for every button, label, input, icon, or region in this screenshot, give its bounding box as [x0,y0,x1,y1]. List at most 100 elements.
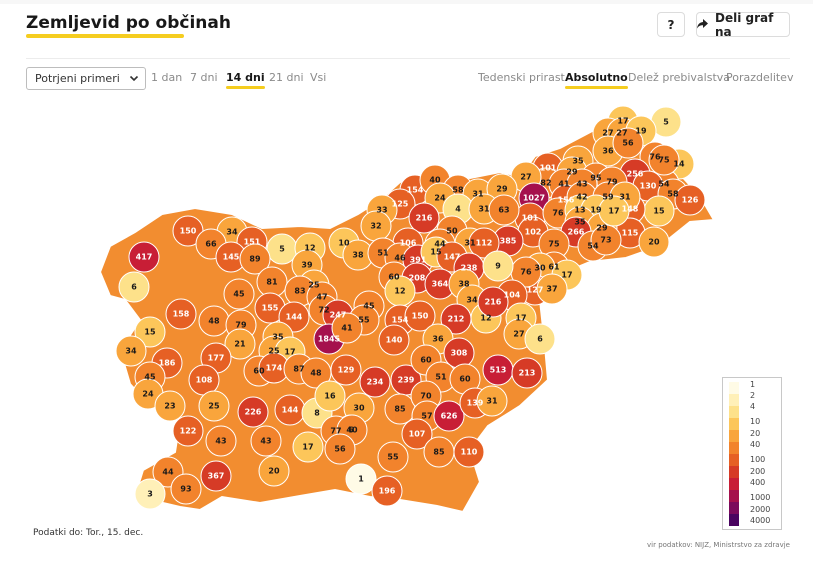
municipality-region[interactable] [250,425,282,457]
municipality-value: 72 [318,306,329,315]
municipality-value: 15 [653,207,665,216]
municipality-region[interactable] [205,425,237,457]
municipality-region[interactable] [590,224,622,256]
municipality-value: 15 [144,328,156,337]
municipality-region[interactable] [401,418,433,450]
municipality-map[interactable]: 17 527 27 193656761425654130581261575148115… [0,100,720,520]
share-icon [697,18,708,32]
municipality-value: 73 [600,236,611,245]
municipality-region[interactable] [648,144,680,176]
municipality-region[interactable] [345,463,377,495]
municipality-value: 367 [208,472,225,481]
municipality-region[interactable] [477,286,509,318]
tab-delez-prebivalstva[interactable]: Delež prebivalstva [628,71,731,84]
municipality-region[interactable] [453,436,485,468]
municipality-value: 125 [392,200,409,209]
municipality-value: 101 [540,164,557,173]
tab-vsi[interactable]: Vsi [310,71,327,84]
municipality-value: 19 [590,206,602,215]
municipality-region[interactable] [598,195,630,227]
municipality-region[interactable] [115,335,147,367]
municipality-value: 29 [596,224,608,233]
municipality-region[interactable] [128,241,160,273]
municipality-region[interactable] [331,312,363,344]
chevron-down-icon [129,73,139,86]
page-title: Zemljevid po občinah [26,13,231,33]
legend-swatch [729,430,739,443]
tab-tedenski-prirast[interactable]: Tedenski prirast [478,71,565,84]
municipality-region[interactable] [476,385,508,417]
map-regions [115,105,706,510]
municipality-value: 17 [284,348,295,357]
municipality-value: 27 [602,129,613,138]
tab-7-dni[interactable]: 7 dni [190,71,218,84]
municipality-value: 31 [464,239,476,248]
municipality-region[interactable] [239,243,271,275]
municipality-region[interactable] [488,194,520,226]
municipality-value: 110 [461,448,478,457]
municipality-region[interactable] [524,323,556,355]
municipality-region[interactable] [170,473,202,505]
tab-14-dni[interactable]: 14 dni [226,71,265,89]
metric-select[interactable]: Potrjeni primeri [26,67,146,90]
municipality-region[interactable] [674,184,706,216]
municipality-region[interactable] [224,328,256,360]
municipality-region[interactable] [377,441,409,473]
municipality-region[interactable] [223,278,255,310]
municipality-value: 154 [407,186,424,195]
municipality-region[interactable] [324,433,356,465]
tab-21-dni[interactable]: 21 dni [269,71,304,84]
municipality-value: 238 [461,264,478,273]
municipality-value: 35 [572,157,584,166]
municipality-value: 50 [446,227,458,236]
municipality-region[interactable] [330,354,362,386]
municipality-region[interactable] [258,455,290,487]
municipality-region[interactable] [314,380,346,412]
municipality-value: 1 [358,475,364,484]
municipality-region[interactable] [237,396,269,428]
municipality-region[interactable] [404,300,436,332]
municipality-region[interactable] [118,271,150,303]
municipality-value: 1027 [523,194,545,203]
municipality-value: 12 [304,244,315,253]
municipality-region[interactable] [482,250,514,282]
municipality-region[interactable] [511,357,543,389]
municipality-region[interactable] [292,431,324,463]
tab-1-dan[interactable]: 1 dan [151,71,183,84]
municipality-value: 417 [136,253,153,262]
municipality-value: 25 [308,281,320,290]
share-label: Deli graf na [715,10,774,39]
help-button[interactable]: ? [657,12,685,37]
tab-absolutno[interactable]: Absolutno [565,71,628,89]
municipality-value: 150 [412,312,429,321]
municipality-region[interactable] [468,227,500,259]
municipality-value: 60 [420,356,432,365]
municipality-value: 51 [435,373,447,382]
municipality-region[interactable] [200,460,232,492]
municipality-region[interactable] [536,273,568,305]
municipality-value: 24 [142,390,154,399]
municipality-value: 12 [394,287,405,296]
municipality-region[interactable] [359,366,391,398]
municipality-region[interactable] [612,127,644,159]
municipality-region[interactable] [172,415,204,447]
share-button[interactable]: Deli graf na [696,10,790,39]
municipality-value: 174 [266,364,283,373]
municipality-value: 8 [314,409,320,418]
municipality-region[interactable] [378,324,410,356]
municipality-region[interactable] [198,390,230,422]
municipality-region[interactable] [371,475,403,507]
municipality-region[interactable] [134,316,166,348]
municipality-region[interactable] [638,226,670,258]
municipality-region[interactable] [134,478,166,510]
municipality-region[interactable] [433,400,465,432]
legend-swatch [729,478,739,491]
municipality-value: 76 [649,153,661,162]
municipality-region[interactable] [165,298,197,330]
municipality-value: 60 [459,375,471,384]
municipality-value: 48 [310,369,322,378]
municipality-region[interactable] [408,202,440,234]
municipality-value: 93 [180,485,191,494]
municipality-region[interactable] [154,390,186,422]
tab-porazdelitev[interactable]: Porazdelitev [726,71,794,84]
